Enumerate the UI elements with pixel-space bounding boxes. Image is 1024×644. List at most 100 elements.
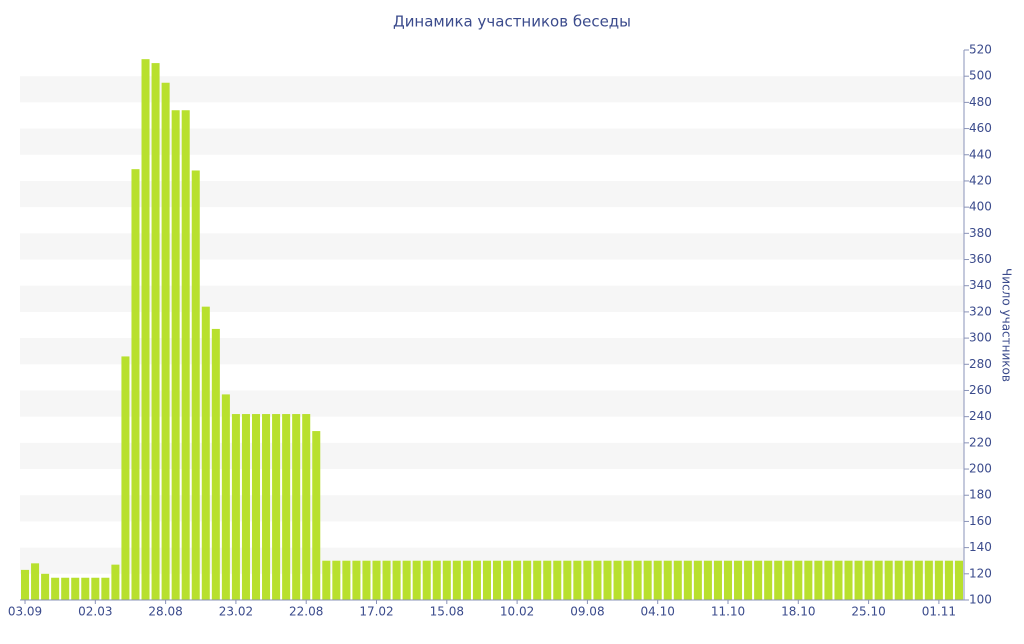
x-tick-label: 02.03 [78, 605, 112, 619]
bar [302, 414, 311, 600]
y-tick-label: 400 [969, 200, 992, 214]
y-tick-label: 240 [969, 409, 992, 423]
bar [81, 577, 90, 600]
bar [844, 560, 853, 600]
bar [794, 560, 803, 600]
x-tick-label: 18.10 [781, 605, 815, 619]
y-tick-label: 340 [969, 278, 992, 292]
bar [683, 560, 692, 600]
bar [543, 560, 552, 600]
bar [231, 414, 240, 600]
bar [362, 560, 371, 600]
bar [392, 560, 401, 600]
bar [653, 560, 662, 600]
bar [824, 560, 833, 600]
y-tick-label: 100 [969, 593, 992, 607]
y-tick-label: 360 [969, 252, 992, 266]
bar [382, 560, 391, 600]
bar [613, 560, 622, 600]
bar [211, 328, 220, 600]
bar [493, 560, 502, 600]
bar [151, 63, 160, 601]
bar [432, 560, 441, 600]
bar [954, 560, 963, 600]
bar [914, 560, 923, 600]
x-tick-label: 04.10 [641, 605, 675, 619]
bar [21, 569, 30, 600]
bar [764, 560, 773, 600]
bar [131, 169, 140, 600]
bar [412, 560, 421, 600]
bar [282, 414, 291, 600]
bar [462, 560, 471, 600]
bar [201, 306, 210, 600]
x-tick-label: 15.08 [430, 605, 464, 619]
bar [723, 560, 733, 600]
bar [934, 560, 943, 600]
bar [774, 560, 783, 600]
bar [101, 577, 110, 600]
bar [784, 560, 793, 600]
y-tick-label: 460 [969, 121, 992, 135]
bar [744, 560, 753, 600]
bar [482, 560, 491, 600]
bar [944, 560, 953, 600]
bar [41, 573, 50, 600]
bar [804, 560, 813, 600]
bar [292, 414, 301, 600]
bar [121, 356, 130, 600]
bar [924, 560, 933, 600]
y-tick-label: 200 [969, 462, 992, 476]
bar [643, 560, 652, 600]
bar [593, 560, 602, 600]
bar [342, 560, 351, 600]
bar [673, 560, 682, 600]
bar [513, 560, 522, 600]
y-tick-label: 260 [969, 383, 992, 397]
bar [874, 560, 883, 600]
bar [262, 414, 271, 600]
x-tick-label: 01.11 [922, 605, 956, 619]
bar [221, 394, 230, 600]
y-tick-label: 440 [969, 147, 992, 161]
bar [754, 560, 763, 600]
bar [171, 110, 180, 600]
y-tick-label: 500 [969, 69, 992, 83]
x-tick-label: 17.02 [359, 605, 393, 619]
y-tick-label: 300 [969, 331, 992, 345]
bar [251, 414, 261, 600]
bar [894, 560, 903, 600]
bar [563, 560, 572, 600]
y-tick-label: 180 [969, 488, 992, 502]
y-tick-label: 120 [969, 566, 992, 580]
y-tick-label: 280 [969, 357, 992, 371]
bar [834, 560, 843, 600]
bar [71, 577, 80, 600]
bar [332, 560, 341, 600]
y-tick-label: 160 [969, 514, 992, 528]
bar [663, 560, 672, 600]
bar [633, 560, 642, 600]
y-tick-label: 480 [969, 95, 992, 109]
y-axis-title: Число участников [1000, 268, 1014, 382]
bar [472, 560, 481, 600]
bar [814, 560, 823, 600]
bar [523, 560, 532, 600]
y-tick-label: 520 [969, 43, 992, 57]
bar [503, 560, 512, 600]
bar [442, 560, 451, 600]
bar [141, 59, 150, 600]
y-tick-label: 220 [969, 435, 992, 449]
x-tick-label: 22.08 [289, 605, 323, 619]
bar [533, 560, 542, 600]
y-tick-label: 140 [969, 540, 992, 554]
bar [452, 560, 461, 600]
bar [161, 82, 170, 600]
bar [734, 560, 743, 600]
bar [191, 170, 200, 600]
grid-band [20, 76, 964, 103]
x-tick-label: 03.09 [8, 605, 42, 619]
chart-title: Динамика участников беседы [393, 13, 631, 31]
bar [402, 560, 411, 600]
